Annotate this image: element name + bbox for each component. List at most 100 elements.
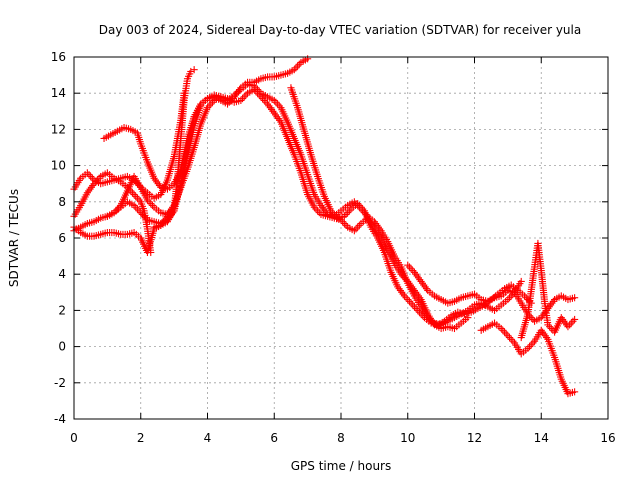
y-tick-label: -2 xyxy=(54,376,66,390)
data-point xyxy=(374,234,387,254)
y-tick-label: 14 xyxy=(51,86,66,100)
x-tick-label: 8 xyxy=(337,431,345,445)
data-point xyxy=(400,292,413,305)
series-track-4 xyxy=(70,86,472,333)
data-point xyxy=(284,134,297,157)
data-point xyxy=(110,229,123,238)
series-track-8 xyxy=(287,84,535,329)
data-point xyxy=(557,375,571,396)
data-point xyxy=(183,146,198,173)
data-point xyxy=(394,283,407,298)
data-point xyxy=(130,172,143,189)
data-point xyxy=(123,174,137,195)
data-point xyxy=(117,173,129,182)
data-point xyxy=(77,229,89,239)
data-point xyxy=(163,155,178,184)
data-point xyxy=(133,129,144,146)
x-tick-label: 10 xyxy=(400,431,415,445)
data-point xyxy=(397,263,411,285)
data-point xyxy=(307,151,321,178)
data-point xyxy=(284,118,297,140)
data-point xyxy=(404,261,417,275)
data-point xyxy=(103,177,116,186)
data-point xyxy=(277,118,291,140)
data-point xyxy=(183,70,194,83)
data-point xyxy=(190,104,204,130)
axis-ticks xyxy=(73,56,609,420)
y-tick-label: 10 xyxy=(51,159,66,173)
y-tick-label: 4 xyxy=(58,267,66,281)
data-point xyxy=(77,191,90,209)
data-point xyxy=(217,93,229,103)
data-point xyxy=(504,286,516,296)
series-track-10 xyxy=(477,319,579,398)
data-point xyxy=(390,252,404,269)
data-point xyxy=(534,239,545,272)
data-point xyxy=(127,125,139,136)
data-point xyxy=(290,151,304,175)
x-tick-labels: 0 2 4 6 8 10 12 14 16 xyxy=(70,431,615,445)
data-point xyxy=(517,312,531,342)
data-point xyxy=(470,290,483,302)
data-point xyxy=(143,227,158,257)
data-point xyxy=(541,297,552,327)
data-point xyxy=(77,221,89,231)
data-point xyxy=(157,219,169,229)
data-point xyxy=(190,66,198,74)
data-point xyxy=(457,315,470,327)
data-point xyxy=(270,72,283,81)
data-point xyxy=(484,295,496,305)
data-point xyxy=(344,223,356,234)
data-point xyxy=(177,99,188,142)
x-tick-label: 4 xyxy=(204,431,212,445)
data-point xyxy=(137,198,147,213)
data-point xyxy=(137,140,151,164)
series-track-11 xyxy=(517,239,579,342)
data-point xyxy=(230,97,243,106)
y-tick-label: 8 xyxy=(58,195,66,209)
data-point xyxy=(117,230,129,238)
data-point xyxy=(544,335,558,359)
data-point xyxy=(551,293,563,304)
y-tick-label: 6 xyxy=(58,231,66,245)
data-point xyxy=(297,151,311,176)
data-point xyxy=(230,87,243,99)
data-point xyxy=(257,73,269,83)
data-point xyxy=(407,299,420,313)
data-point xyxy=(287,84,301,110)
data-point xyxy=(340,207,353,220)
data-point xyxy=(564,294,576,304)
data-point xyxy=(387,268,401,289)
data-point xyxy=(197,102,205,110)
data-point xyxy=(304,191,317,209)
data-point xyxy=(123,229,136,238)
data-point xyxy=(370,218,384,233)
data-point xyxy=(390,259,404,276)
data-point xyxy=(300,127,314,157)
chart-title: Day 003 of 2024, Sidereal Day-to-day VTE… xyxy=(99,23,581,37)
y-tick-labels: -4 -2 0 2 4 6 8 10 12 14 16 xyxy=(51,50,66,426)
data-point xyxy=(367,223,380,240)
x-tick-label: 16 xyxy=(600,431,615,445)
data-point xyxy=(514,286,526,298)
x-tick-label: 12 xyxy=(467,431,482,445)
data-marks xyxy=(70,55,579,398)
y-tick-label: 0 xyxy=(58,340,66,354)
data-point xyxy=(294,104,308,133)
data-point xyxy=(284,67,296,77)
y-tick-label: 2 xyxy=(58,303,66,317)
data-point xyxy=(477,295,490,305)
data-point xyxy=(537,326,551,342)
data-point xyxy=(107,128,119,139)
data-point xyxy=(464,314,472,322)
data-point xyxy=(531,315,543,325)
data-point xyxy=(464,291,476,300)
data-point xyxy=(571,388,579,396)
data-point xyxy=(524,265,538,318)
data-point xyxy=(474,302,486,313)
data-point xyxy=(477,324,490,334)
data-point xyxy=(177,153,191,191)
data-point xyxy=(380,248,394,274)
data-point xyxy=(444,323,456,332)
